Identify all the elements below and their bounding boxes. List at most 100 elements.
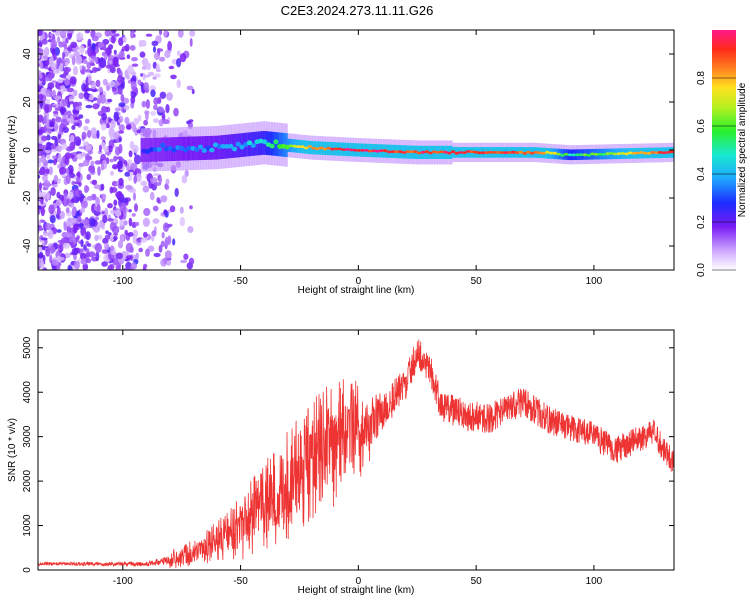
spectrum-ridge-cell [416,151,422,155]
spectrum-noise-speck [84,185,90,192]
spectrum-ridge-cell [612,152,618,156]
spectrum-ridge-cell [224,144,230,149]
spectrum-noise-speck [135,172,142,183]
spectrum-noise-speck [143,82,150,91]
spectrum-noise-speck [38,168,47,176]
spectrum-noise-speck [51,259,59,266]
spectrum-ridge-cell [409,150,414,154]
spectrum-noise-speck [163,257,168,265]
spectrum-ridge-cell [552,151,557,155]
spectrum-ridge-cell [420,150,426,154]
spectrum-noise-speck [44,46,50,57]
spectrum-noise-speck [165,178,170,185]
spectrum-noise-speck [114,33,120,37]
spectrum-noise-speck [152,46,157,53]
spectrum-noise-speck [83,92,90,100]
spectrum-noise-speck [70,41,78,48]
spectrum-noise-speck [180,259,188,264]
spectrum-noise-speck [90,167,95,174]
spectrum-noise-speck [109,132,115,141]
spectrum-noise-speck [69,134,75,143]
spectrum-noise-speck [104,234,111,240]
spectrum-ridge-cell [284,144,290,150]
spectrum-noise-speck [108,264,115,269]
spectrum-noise-speck [118,137,122,143]
spectrum-noise-speck [91,35,99,42]
spectrogram-xtick-label: -100 [113,276,133,287]
spectrum-noise-speck [79,65,83,71]
spectrum-ridge-cell [582,153,588,157]
spectrum-noise-speck [98,58,107,68]
spectrum-noise-speck [85,231,91,241]
spectrum-noise-speck [43,114,47,124]
spectrum-noise-speck [84,118,90,124]
spectrum-ridge-cell [503,151,508,155]
spectrum-noise-speck [38,251,44,259]
snr-content [38,339,674,569]
spectrum-noise-speck [118,118,123,123]
spectrum-noise-speck [38,47,42,54]
colorbar-ticks: 0.0 0.2 0.4 0.6 0.8 [696,71,736,277]
spectrum-noise-speck [153,252,161,258]
spectrum-ridge-cell [658,151,663,154]
spectrum-noise-speck [56,145,63,153]
spectrum-ridge-cell [375,149,380,153]
spectrum-ridge-cell [356,149,361,152]
spectrum-noise-speck [58,194,65,201]
spectrum-noise-speck [58,257,65,261]
spectrum-noise-speck [62,71,67,79]
spectrum-noise-speck [137,79,142,86]
spectrum-noise-speck [143,74,151,78]
spectrum-noise-speck [120,93,125,103]
spectrum-noise-speck [143,119,149,126]
spectrum-ridge-cell [473,150,478,154]
spectrum-noise-speck [161,232,165,239]
spectrum-noise-speck [78,146,85,150]
spectrum-noise-speck [145,99,150,109]
spectrum-noise-speck [99,94,106,104]
spectrum-band-cell [254,131,257,156]
spectrum-noise-speck [57,178,62,184]
spectrum-noise-speck [70,217,77,223]
spectrum-noise-speck [86,61,92,69]
spectrum-noise-speck [142,185,150,193]
spectrum-noise-speck [85,104,93,109]
spectrum-noise-speck [55,95,59,103]
spectrum-noise-speck [166,92,173,101]
spectrum-noise-speck [73,66,78,76]
spectrum-noise-speck [53,174,59,183]
spectrum-noise-speck [62,51,66,59]
spectrum-noise-speck [42,55,49,60]
spectrum-ridge-cell [209,147,215,153]
spectrum-noise-speck [73,187,80,198]
spectrum-ridge-cell [186,145,192,151]
spectrum-noise-speck [50,215,56,224]
spectrum-ridge-cell [601,153,606,156]
spectrum-noise-speck [179,216,185,227]
spectrum-noise-speck [101,113,107,121]
spectrum-ridge-cell [220,143,226,149]
spectrum-noise-speck [66,174,71,185]
spectrogram-xtick-label: 0 [356,276,362,287]
spectrum-noise-speck [41,38,48,45]
spectrum-ridge-cell [443,150,448,154]
spectrum-noise-speck [183,253,189,260]
spectrum-noise-speck [76,176,80,182]
spectrum-ridge-cell [609,152,614,155]
spectrum-noise-speck [164,50,171,59]
spectrum-noise-speck [163,209,168,215]
spectrum-noise-speck [124,229,129,236]
spectrum-noise-speck [123,220,128,226]
spectrum-noise-speck [163,30,168,38]
spectrum-noise-speck [167,235,172,245]
spectrum-noise-speck [159,91,167,100]
spectrogram-ytick-label: -20 [22,190,33,205]
spectrum-ridge-cell [571,153,576,157]
spectrum-noise-speck [57,78,64,84]
spectrum-noise-speck [68,239,74,243]
spectrum-noise-speck [38,53,41,60]
spectrum-noise-speck [151,235,155,242]
spectrum-noise-speck [119,217,124,228]
spectrum-noise-speck [68,95,75,100]
spectrum-noise-speck [179,53,187,63]
